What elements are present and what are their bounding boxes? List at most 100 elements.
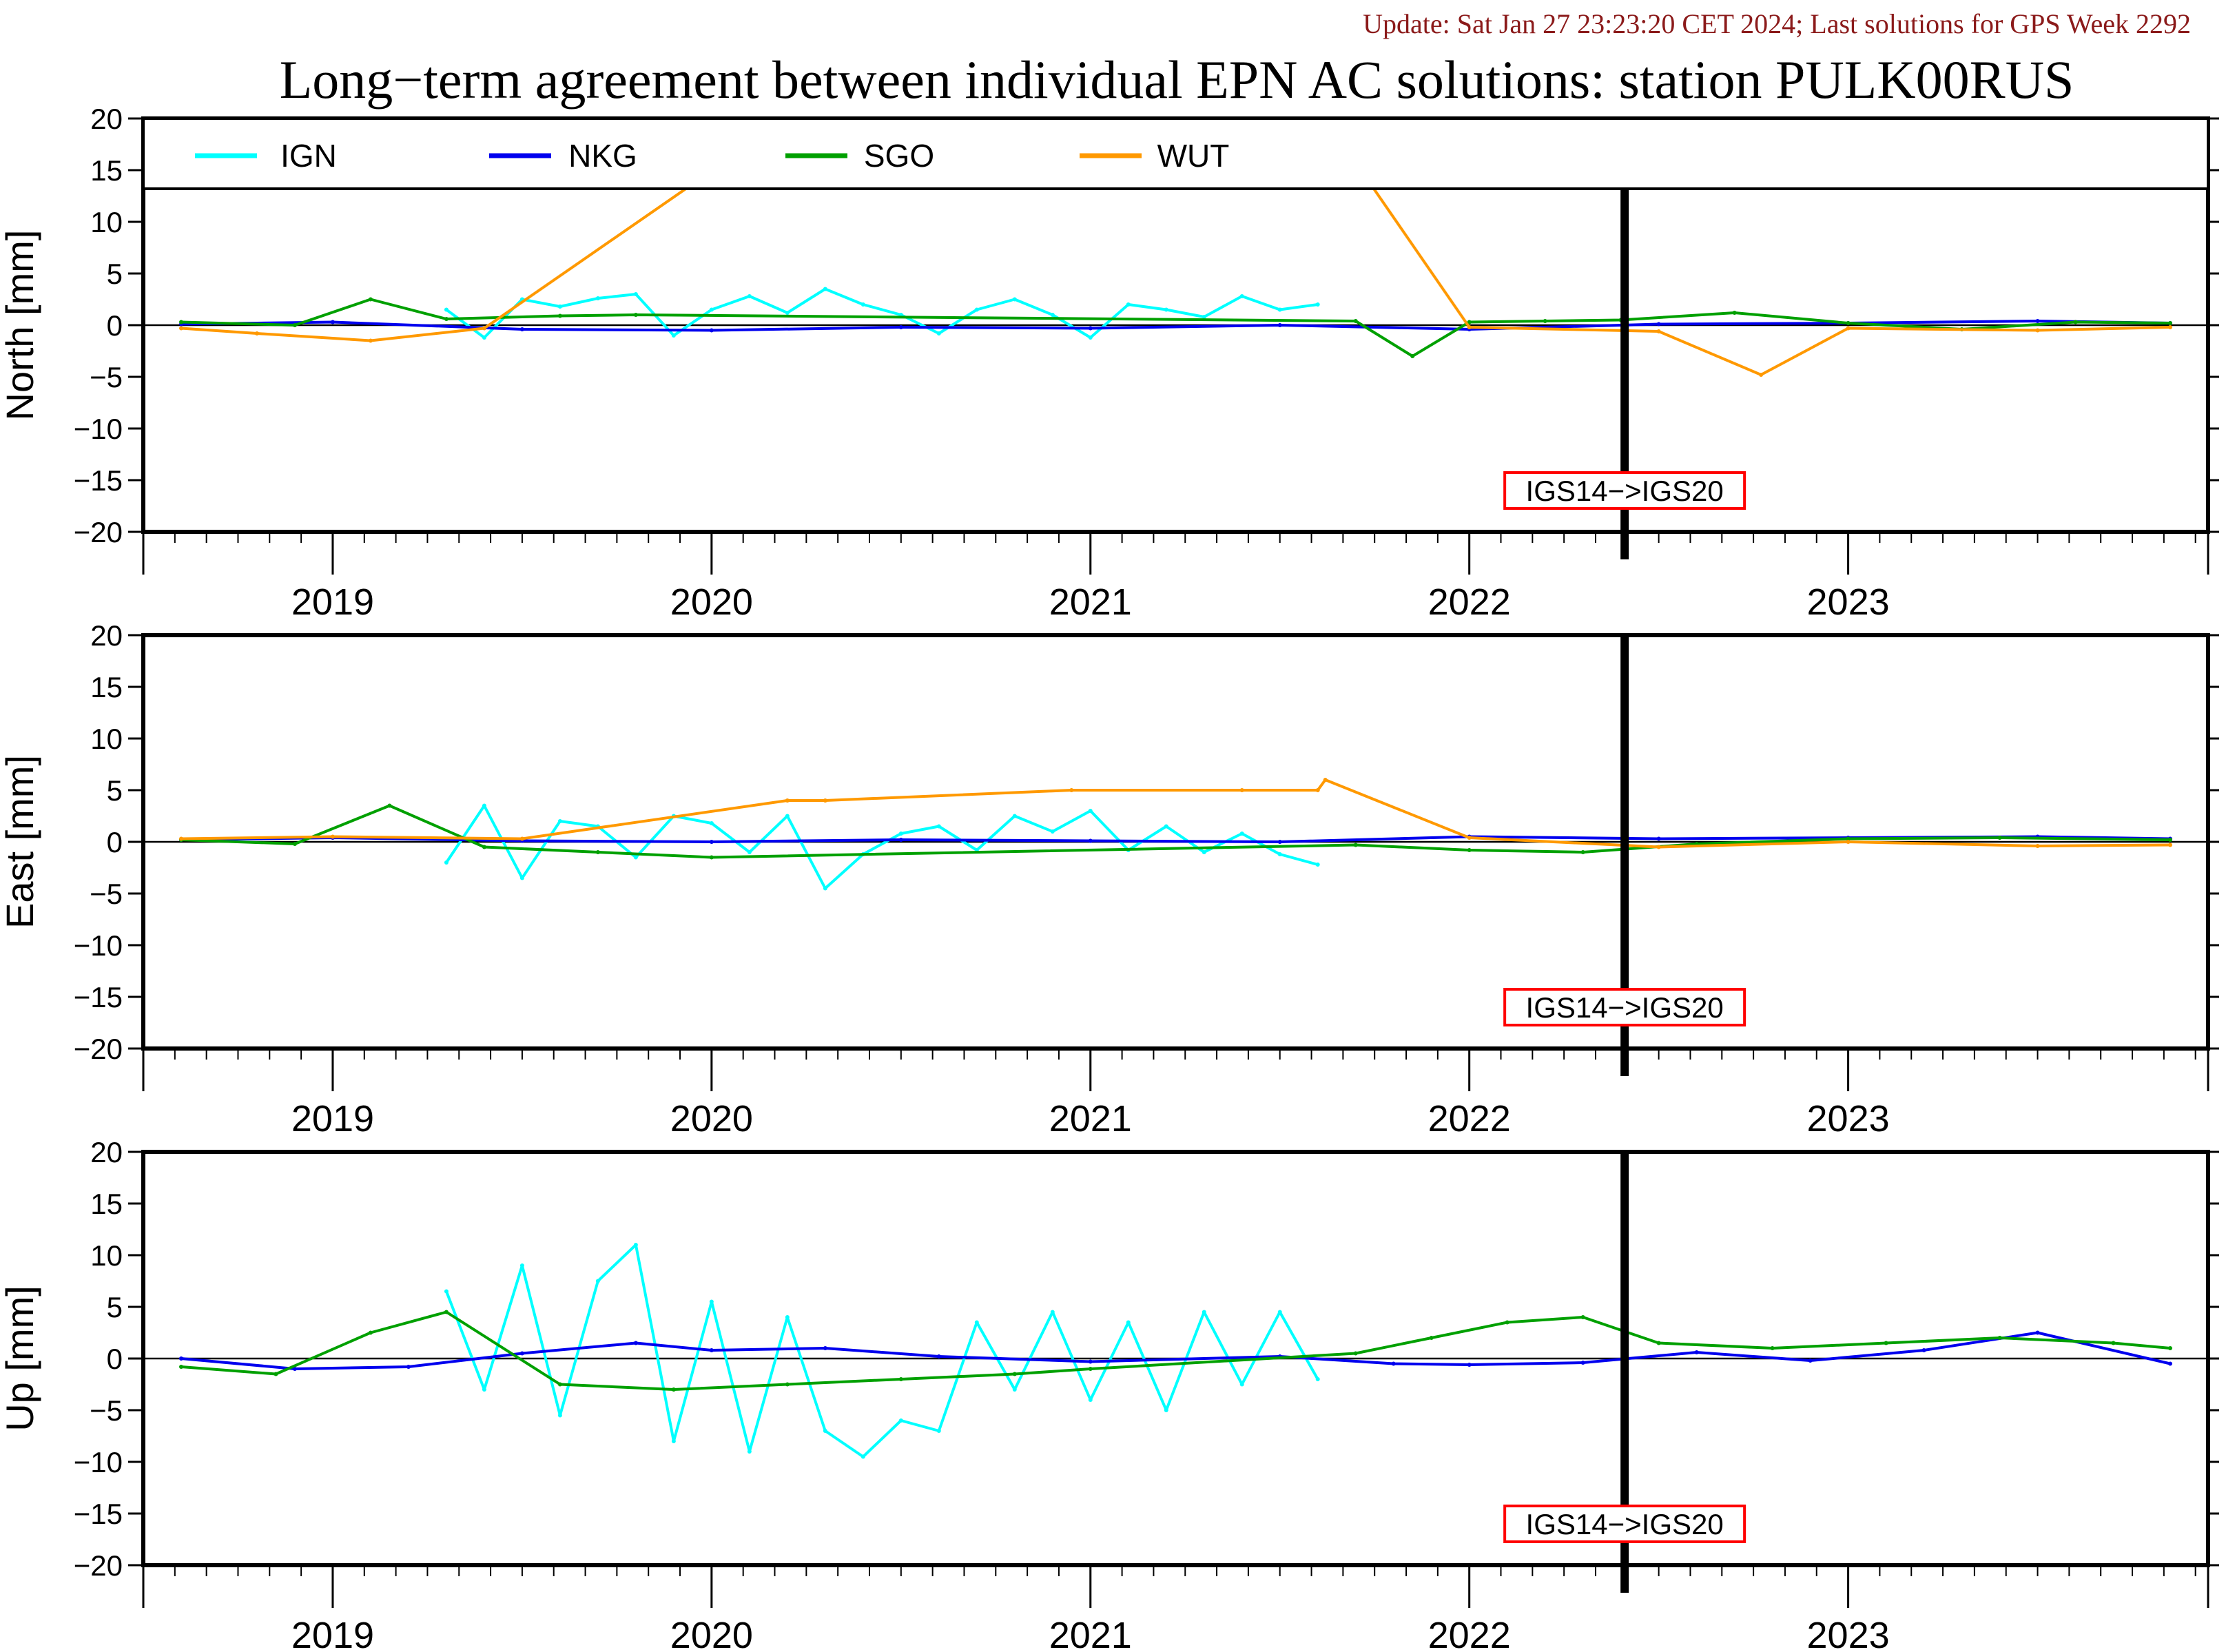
series-nkg-point (1694, 1350, 1699, 1354)
x-year-label: 2023 (1807, 1098, 1890, 1139)
series-sgo-point (785, 1382, 790, 1387)
series-nkg-point (330, 320, 335, 324)
series-sgo-point (1505, 1320, 1509, 1325)
series-nkg-point (1656, 836, 1661, 841)
series-sgo-point (2168, 838, 2173, 842)
series-ign-point (633, 855, 638, 860)
series-nkg-point (178, 1356, 183, 1361)
series-ign-point (595, 296, 600, 300)
series-wut-point (785, 798, 790, 803)
series-wut-line (181, 778, 2171, 849)
series-sgo-point (1656, 1341, 1661, 1345)
series-ign-point (974, 307, 979, 312)
legend-label-wut: WUT (1157, 138, 1230, 174)
series-sgo-point (482, 845, 486, 849)
series-ign-point (785, 311, 790, 315)
y-tick-label: 10 (90, 723, 123, 755)
series-ign-point (936, 331, 941, 335)
series-ign-point (1277, 852, 1282, 856)
series-sgo-point (1467, 848, 1472, 852)
y-tick-label: −5 (90, 878, 123, 910)
series-wut-point (330, 834, 335, 839)
y-tick-label: −15 (74, 981, 123, 1013)
series-wut-point (1656, 845, 1661, 849)
series-nkg-point (1277, 840, 1282, 844)
series-ign-point (1315, 863, 1320, 867)
series-ign-point (633, 1243, 638, 1247)
series-ign-point (1050, 1310, 1055, 1314)
annotation-text: IGS14−>IGS20 (1526, 475, 1724, 507)
series-wut-point (482, 326, 486, 331)
series-ign-point (936, 1429, 941, 1433)
annotation-box (1503, 471, 1746, 510)
series-ign-point (709, 307, 714, 312)
series-sgo-point (444, 317, 449, 321)
series-sgo-point (1846, 836, 1851, 841)
series-ign-point (1012, 814, 1017, 818)
series-sgo-point (292, 323, 297, 327)
series-nkg-point (1277, 323, 1282, 327)
series-sgo-point (1353, 843, 1358, 847)
y-tick-label: −10 (74, 1446, 123, 1478)
series-wut-point (178, 326, 183, 331)
annotation-box (1503, 1505, 1746, 1543)
series-ign-point (1239, 832, 1244, 836)
x-year-label: 2020 (670, 1615, 753, 1652)
series-wut-line (181, 118, 2171, 376)
series-ign-point (1050, 829, 1055, 834)
y-tick-label: −15 (74, 1498, 123, 1530)
x-year-label: 2022 (1428, 581, 1511, 623)
chart-title: Long−term agreement between individual E… (280, 50, 2074, 110)
series-nkg-point (1808, 1359, 1813, 1363)
series-sgo-point (387, 803, 392, 808)
series-nkg-point (633, 1341, 638, 1345)
series-ign-point (1126, 1320, 1131, 1325)
series-nkg-line (181, 320, 2171, 332)
series-nkg-point (898, 325, 903, 329)
series-nkg-point (1088, 838, 1093, 843)
series-ign-point (1088, 809, 1093, 813)
y-tick-label: −20 (74, 1549, 123, 1582)
series-sgo-line (181, 1310, 2171, 1391)
series-nkg-point (2168, 1361, 2173, 1366)
series-ign-point (747, 1449, 752, 1454)
y-tick-label: −20 (74, 1033, 123, 1065)
series-wut-point (178, 836, 183, 841)
series-ign-point (860, 1454, 865, 1459)
series-ign-point (444, 1289, 449, 1294)
series-group (178, 778, 2173, 891)
series-ign-point (898, 832, 903, 836)
series-wut-point (1069, 788, 1074, 792)
series-nkg-point (1656, 322, 1661, 327)
y-tick-label: 10 (90, 1239, 123, 1272)
series-ign-point (785, 814, 790, 818)
series-sgo-point (1884, 1341, 1888, 1345)
x-year-label: 2021 (1049, 581, 1132, 623)
series-nkg-point (709, 840, 714, 844)
series-sgo-point (1088, 1367, 1093, 1371)
series-sgo-point (1997, 836, 2002, 840)
y-tick-label: 15 (90, 1188, 123, 1220)
series-wut-point (368, 338, 373, 343)
series-sgo-point (557, 1382, 562, 1387)
series-nkg-point (1391, 1361, 1396, 1366)
y-tick-label: 10 (90, 206, 123, 238)
series-ign-point (1088, 335, 1093, 340)
series-ign-point (785, 1315, 790, 1319)
series-sgo-point (2168, 1346, 2173, 1350)
series-ign-point (1239, 1382, 1244, 1387)
y-axis-label: East [mm] (0, 755, 41, 929)
series-wut-point (2168, 843, 2173, 847)
y-axis-label: Up [mm] (0, 1286, 41, 1432)
series-ign-point (974, 1320, 979, 1325)
y-tick-label: 20 (90, 619, 123, 652)
y-tick-label: −10 (74, 929, 123, 962)
series-sgo-point (1467, 320, 1472, 324)
series-nkg-point (898, 838, 903, 842)
x-year-label: 2020 (670, 1098, 753, 1139)
series-wut-point (519, 836, 524, 841)
x-year-label: 2019 (291, 1098, 374, 1139)
y-tick-label: −5 (90, 1394, 123, 1427)
series-nkg-point (936, 1354, 941, 1359)
series-ign-point (936, 824, 941, 829)
